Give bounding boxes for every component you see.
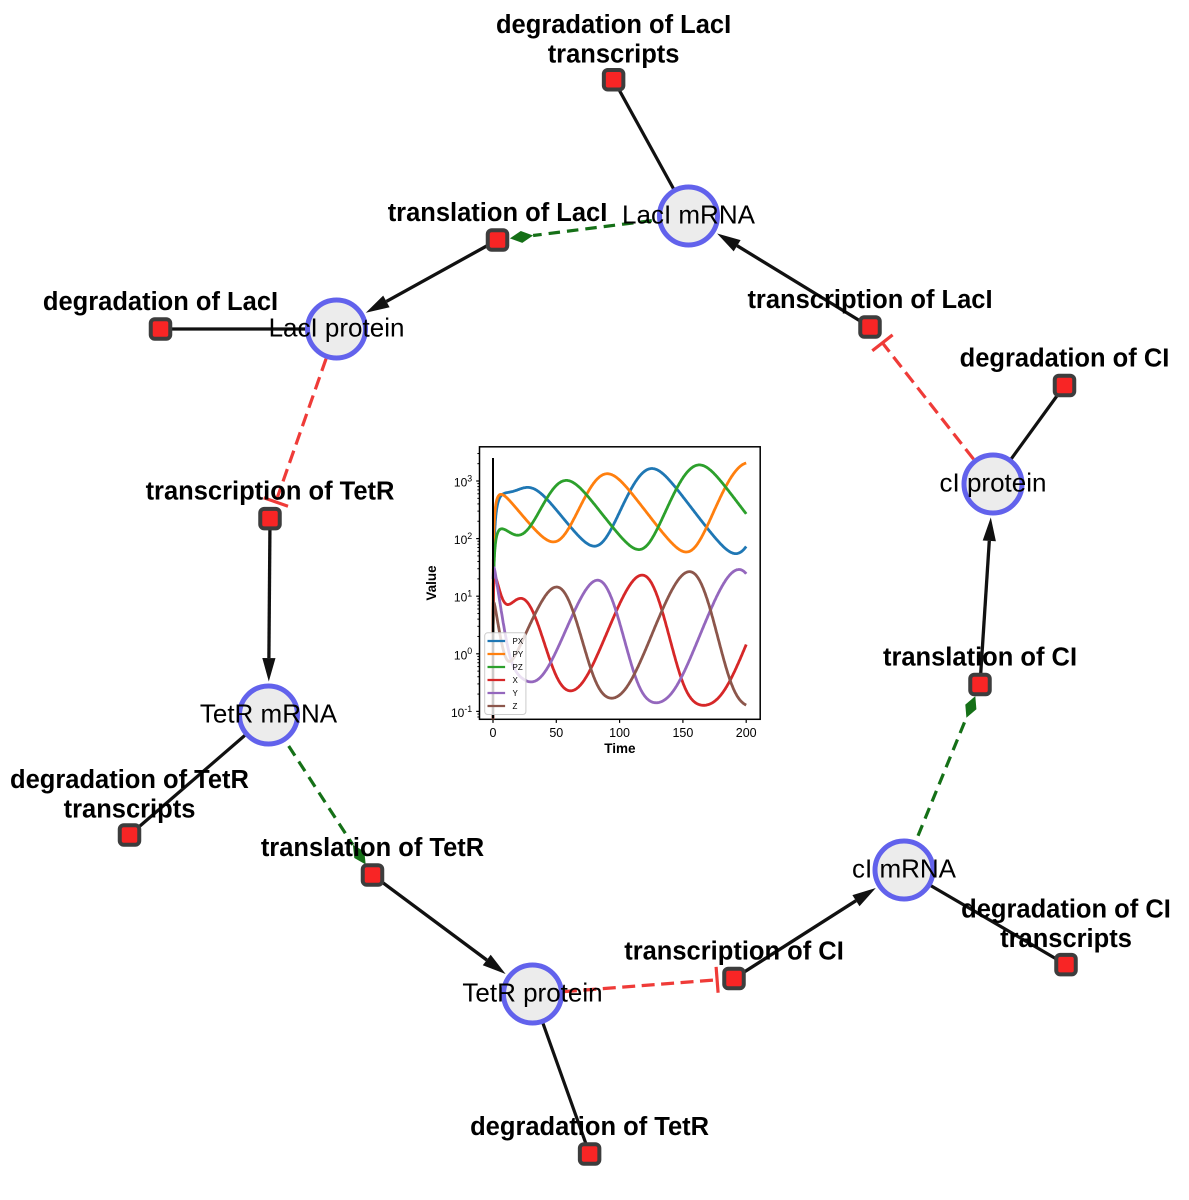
svg-text:TetR protein: TetR protein	[462, 978, 602, 1008]
svg-text:LacI mRNA: LacI mRNA	[622, 200, 756, 230]
svg-text:200: 200	[736, 726, 757, 740]
svg-text:degradation of CI: degradation of CI	[960, 345, 1170, 373]
svg-text:0: 0	[490, 726, 497, 740]
svg-text:Time: Time	[604, 741, 636, 756]
svg-text:100: 100	[609, 726, 630, 740]
svg-text:degradation of TetR: degradation of TetR	[10, 766, 249, 794]
svg-text:cI protein: cI protein	[940, 468, 1047, 498]
svg-text:TetR mRNA: TetR mRNA	[200, 699, 338, 729]
svg-text:transcription of TetR: transcription of TetR	[146, 478, 395, 506]
svg-text:Y: Y	[513, 689, 519, 698]
svg-text:translation of LacI: translation of LacI	[388, 199, 608, 227]
svg-text:PZ: PZ	[513, 663, 523, 672]
svg-text:translation of TetR: translation of TetR	[261, 834, 484, 862]
svg-text:150: 150	[672, 726, 693, 740]
svg-text:transcripts: transcripts	[548, 40, 680, 68]
svg-text:Value: Value	[424, 565, 439, 601]
svg-text:translation of CI: translation of CI	[883, 644, 1077, 672]
svg-text:transcripts: transcripts	[64, 796, 196, 824]
svg-text:PY: PY	[513, 650, 524, 659]
svg-text:LacI protein: LacI protein	[269, 313, 405, 343]
svg-text:transcription of LacI: transcription of LacI	[747, 286, 992, 314]
svg-text:PX: PX	[513, 637, 524, 646]
svg-text:transcripts: transcripts	[1000, 925, 1132, 953]
svg-text:X: X	[513, 676, 519, 685]
svg-text:transcription of CI: transcription of CI	[624, 938, 844, 966]
svg-text:degradation of LacI: degradation of LacI	[43, 288, 278, 316]
svg-text:degradation of TetR: degradation of TetR	[470, 1113, 709, 1141]
svg-text:degradation of CI: degradation of CI	[961, 896, 1171, 924]
svg-text:Z: Z	[513, 702, 518, 711]
svg-text:50: 50	[549, 726, 563, 740]
svg-text:cI mRNA: cI mRNA	[852, 854, 957, 884]
svg-text:degradation of LacI: degradation of LacI	[496, 11, 731, 39]
